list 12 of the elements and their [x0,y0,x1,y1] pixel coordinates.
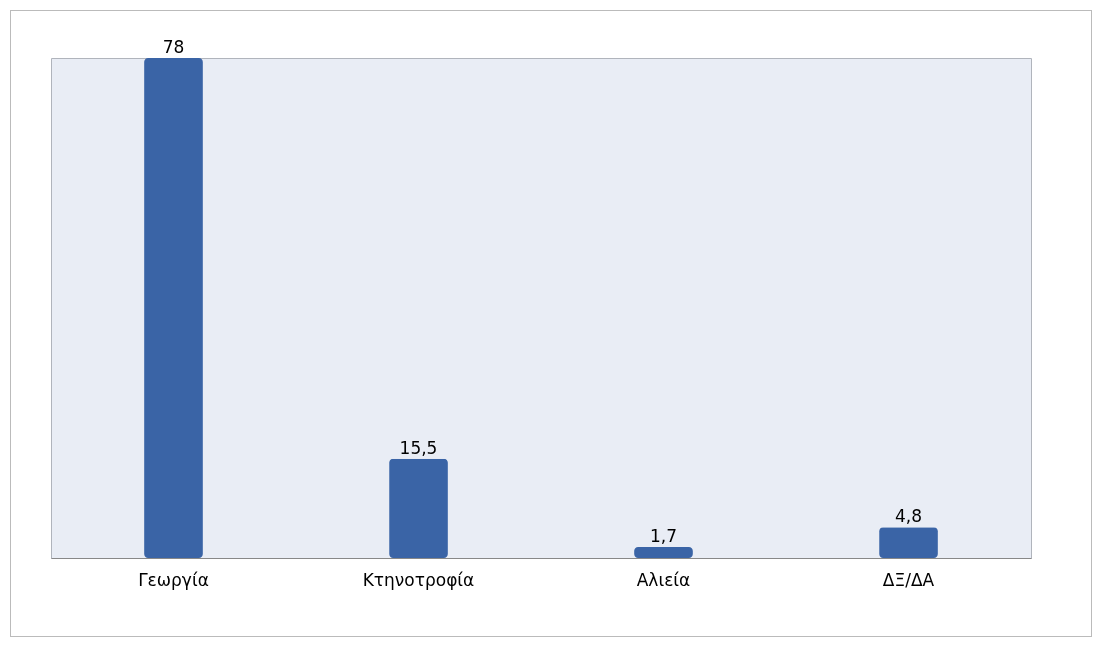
bar [144,58,203,558]
x-tick-label: Αλιεία [636,569,691,590]
data-label: 4,8 [894,506,923,527]
data-label: 78 [162,37,185,57]
data-label: 15,5 [399,437,438,458]
data-label: 1,7 [649,526,678,547]
bar [634,547,693,558]
x-tick-label: Κτηνοτροφία [362,569,475,590]
x-tick-label: ΔΞ/ΔΑ [882,569,935,590]
bar [389,458,448,558]
bar [879,527,938,558]
x-tick-label: Γεωργία [138,569,209,590]
